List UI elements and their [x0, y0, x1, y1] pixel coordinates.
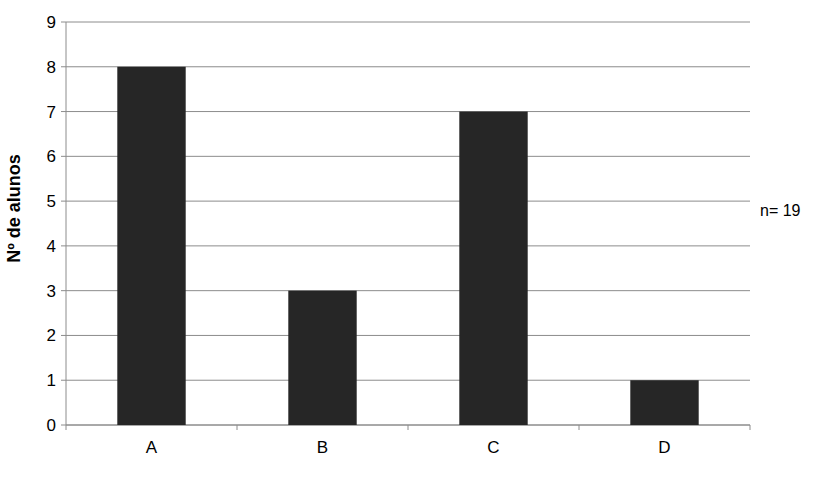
x-tick — [237, 425, 238, 430]
y-tick — [61, 380, 66, 381]
y-tick-label: 8 — [47, 58, 56, 77]
chart-container: 0 1 2 3 4 5 6 7 8 9 A B C D Nº de alunos n= 19 — [0, 0, 831, 484]
y-tick — [61, 290, 66, 291]
y-tick-label: 6 — [47, 147, 56, 166]
y-axis-label: Nº de alunos — [4, 154, 24, 263]
y-tick — [61, 425, 66, 426]
y-tick-label: 3 — [47, 282, 56, 301]
y-tick-label: 0 — [47, 416, 56, 435]
bar — [288, 291, 356, 425]
y-tick-label: 2 — [47, 326, 56, 345]
y-tick — [61, 22, 66, 23]
x-tick-label: D — [658, 438, 670, 457]
grid-line — [66, 22, 750, 23]
x-tick — [579, 425, 580, 430]
x-tick — [750, 425, 751, 430]
annotation: n= 19 — [760, 202, 801, 219]
y-tick — [61, 111, 66, 112]
x-tick — [66, 425, 67, 430]
x-tick-label: C — [487, 438, 499, 457]
chart-svg: 0 1 2 3 4 5 6 7 8 9 A B C D Nº de alunos n= 19 — [0, 0, 831, 484]
y-tick-label: 1 — [47, 371, 56, 390]
y-tick-label: 7 — [47, 103, 56, 122]
y-axis — [66, 22, 67, 425]
x-tick-label: B — [317, 438, 328, 457]
y-tick-label: 9 — [47, 13, 56, 32]
y-tick — [61, 201, 66, 202]
y-tick — [61, 66, 66, 67]
bar — [117, 67, 185, 425]
x-tick — [408, 425, 409, 430]
y-tick-label: 5 — [47, 192, 56, 211]
bars — [117, 67, 698, 425]
x-tick-label: A — [146, 438, 158, 457]
y-tick — [61, 335, 66, 336]
bar — [630, 380, 698, 425]
bar — [459, 112, 527, 425]
y-tick-label: 4 — [47, 237, 56, 256]
y-tick — [61, 156, 66, 157]
y-tick — [61, 245, 66, 246]
